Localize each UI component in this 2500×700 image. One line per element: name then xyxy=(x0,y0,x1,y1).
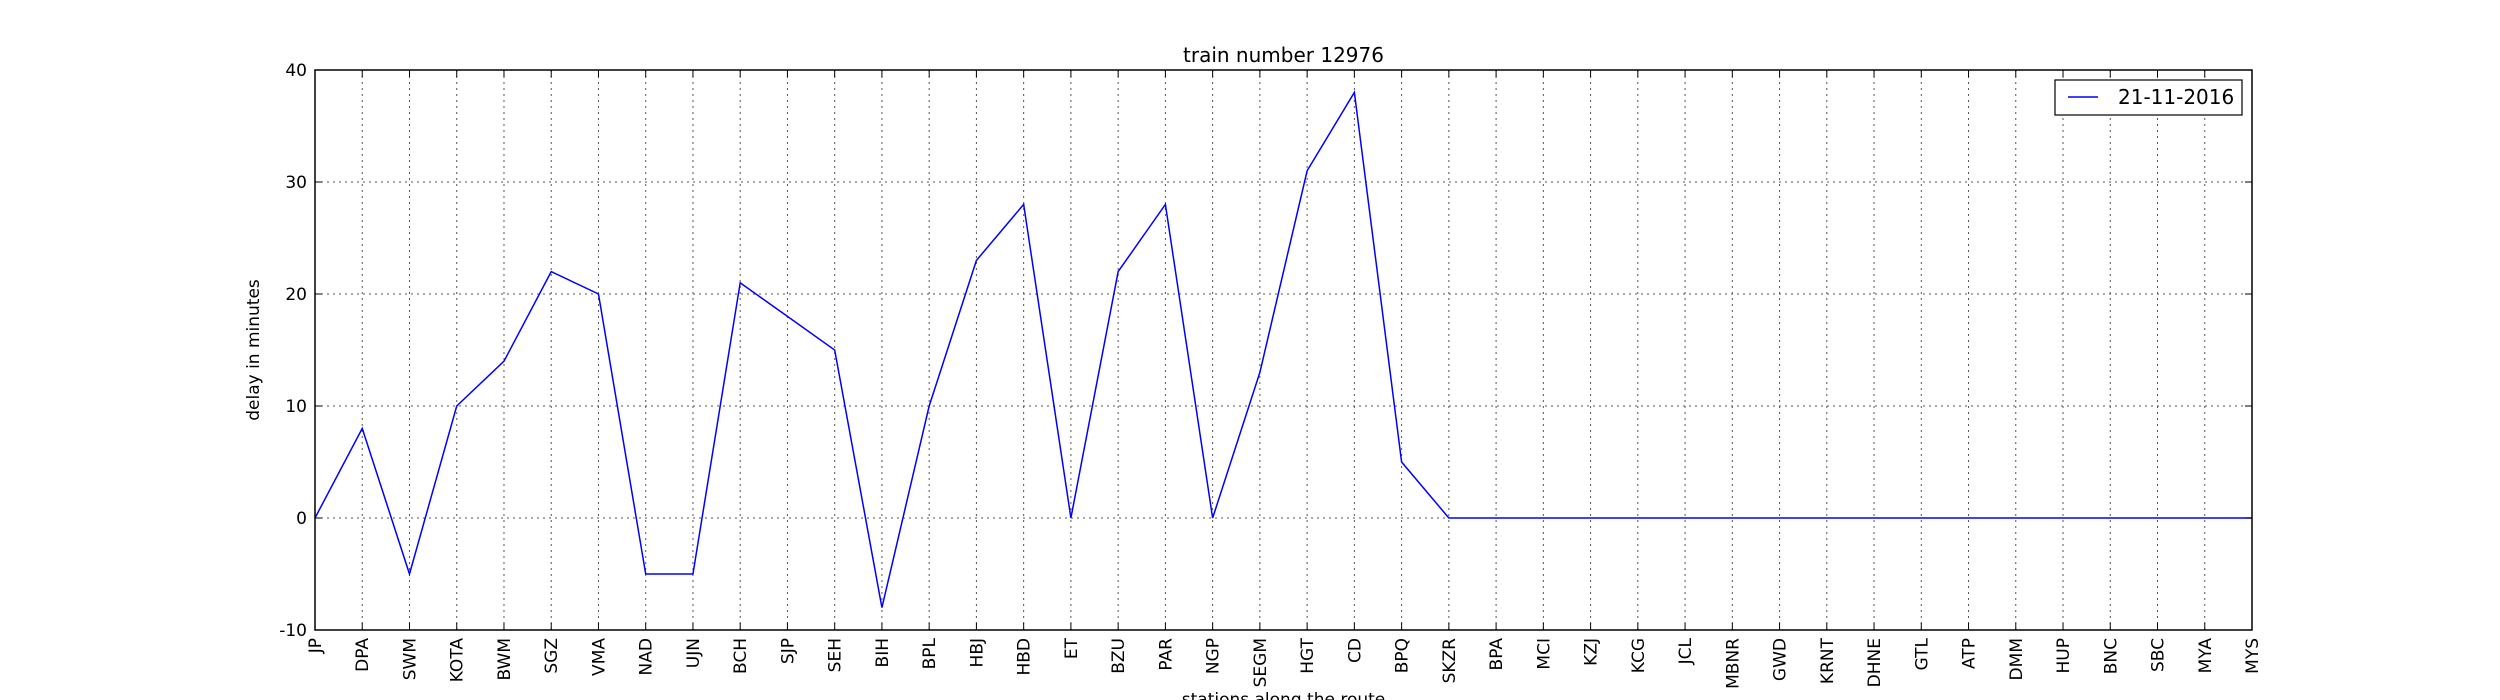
labels-layer: JP DPA SWM KOTA BWM SGZ VMA NAD UJN BCH SJP SEH BIH B… xyxy=(279,61,2263,689)
x-tick-label: GWD xyxy=(1771,638,1791,681)
x-tick-label: SBC xyxy=(2149,638,2169,672)
y-axis-title: delay in minutes xyxy=(244,279,264,421)
x-tick-label: BIH xyxy=(873,638,893,667)
x-tick-label: DMM xyxy=(2007,638,2027,680)
x-tick-label: HGT xyxy=(1298,637,1318,673)
x-tick-label: BCH xyxy=(731,638,751,674)
x-tick-label: KCG xyxy=(1629,638,1649,673)
grid-layer xyxy=(315,70,2252,630)
x-tick-label: DHNE xyxy=(1865,638,1885,687)
ticks-layer xyxy=(314,69,2253,631)
legend-label: 21-11-2016 xyxy=(2118,85,2234,109)
x-tick-label: BPA xyxy=(1487,638,1507,671)
x-tick-label: SEGM xyxy=(1251,638,1271,687)
x-tick-label: JCL xyxy=(1676,637,1696,665)
x-tick-label: SJP xyxy=(778,638,798,664)
series-line xyxy=(314,90,2252,608)
x-tick-label: MCI xyxy=(1534,638,1554,670)
y-tick-label: -10 xyxy=(279,621,307,641)
legend: 21-11-2016 xyxy=(2054,79,2243,116)
x-tick-label: HUP xyxy=(2054,638,2074,673)
x-tick-label: KOTA xyxy=(448,638,468,683)
x-tick-label: HBJ xyxy=(967,638,987,667)
y-tick-label: 30 xyxy=(285,173,307,193)
x-tick-label: ATP xyxy=(1960,638,1980,669)
x-tick-label: JP xyxy=(306,638,326,654)
x-tick-label: ET xyxy=(1062,637,1082,659)
x-tick-label: PAR xyxy=(1156,638,1176,671)
y-tick-label: 0 xyxy=(296,509,307,529)
x-tick-label: MYS xyxy=(2243,638,2263,674)
x-tick-label: DPA xyxy=(353,638,373,672)
x-tick-label: SGZ xyxy=(542,638,562,674)
x-tick-label: MYA xyxy=(2196,638,2216,674)
x-tick-label: SKZR xyxy=(1440,638,1460,684)
plot-frame xyxy=(314,69,2253,631)
x-tick-label: NAD xyxy=(637,638,657,675)
x-tick-label: NGP xyxy=(1204,638,1224,674)
x-tick-label: BZU xyxy=(1109,638,1129,674)
x-tick-label: KRNT xyxy=(1818,637,1838,684)
x-tick-label: BPL xyxy=(920,637,940,669)
x-tick-label: SEH xyxy=(826,638,846,672)
x-tick-label: SWM xyxy=(400,638,420,680)
x-tick-label: KZJ xyxy=(1582,638,1602,666)
x-tick-label: BWM xyxy=(495,638,515,681)
x-tick-label: BNC xyxy=(2101,638,2121,674)
x-tick-label: HBD xyxy=(1015,638,1035,676)
series-layer xyxy=(314,90,2252,608)
chart-title: train number 12976 xyxy=(1183,43,1384,67)
y-tick-label: 20 xyxy=(285,285,307,305)
x-tick-label: BPQ xyxy=(1393,638,1413,673)
x-tick-label: GTL xyxy=(1912,637,1932,670)
y-tick-label: 10 xyxy=(285,397,307,417)
y-tick-label: 40 xyxy=(285,61,307,81)
x-tick-label: MBNR xyxy=(1723,638,1743,689)
x-tick-label: CD xyxy=(1345,638,1365,663)
x-tick-label: VMA xyxy=(589,638,609,676)
x-axis-title: stations along the route xyxy=(1182,690,1386,700)
x-tick-label: UJN xyxy=(684,638,704,668)
